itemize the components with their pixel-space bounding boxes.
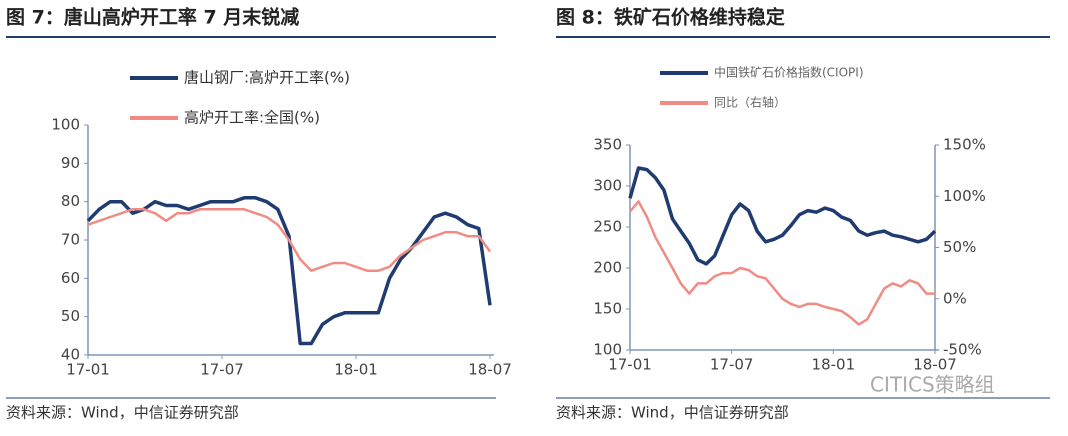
y-tick-label: 250	[593, 218, 622, 236]
source-note: 资料来源：Wind，中信证券研究部	[6, 404, 239, 422]
watermark: CITICS策略组	[870, 373, 995, 397]
series-line	[87, 208, 492, 272]
legend-label: 高炉开工率:全国(%)	[184, 109, 320, 127]
x-tick-label: 18-01	[812, 356, 856, 374]
legend-label: 同比（右轴）	[714, 95, 786, 110]
legend-label: 中国铁矿石价格指数(CIOPI)	[714, 65, 864, 80]
y-tick-label: 100	[593, 341, 622, 359]
series-line	[629, 200, 935, 326]
y-tick-label: 50	[61, 307, 80, 325]
y-tick-label: 150	[593, 300, 622, 318]
y-tick-label: 200	[593, 259, 622, 277]
x-tick-label: 18-07	[468, 361, 512, 379]
y2-tick-label: 150%	[943, 136, 986, 154]
y-tick-label: 90	[61, 154, 80, 172]
y2-tick-label: 50%	[943, 238, 976, 256]
y2-tick-label: -50%	[943, 341, 982, 359]
y-tick-label: 100	[51, 116, 80, 134]
y2-tick-label: 100%	[943, 187, 986, 205]
chart-title: 图 7：唐山高炉开工率 7 月末锐减	[6, 6, 299, 29]
series-line	[628, 166, 937, 266]
x-tick-label: 17-07	[200, 361, 244, 379]
y-tick-label: 300	[593, 177, 622, 195]
y-tick-label: 350	[593, 136, 622, 154]
y-tick-label: 70	[61, 231, 80, 249]
x-tick-label: 18-01	[334, 361, 378, 379]
series-line	[86, 196, 492, 346]
y-tick-label: 40	[61, 346, 80, 364]
x-tick-label: 17-01	[608, 356, 652, 374]
x-tick-label: 17-07	[710, 356, 754, 374]
y2-tick-label: 0%	[943, 289, 967, 307]
x-tick-label: 18-07	[913, 356, 957, 374]
x-tick-label: 17-01	[66, 361, 110, 379]
chart-title: 图 8：铁矿石价格维持稳定	[556, 6, 785, 29]
y-tick-label: 80	[61, 192, 80, 210]
y-tick-label: 60	[61, 269, 80, 287]
legend-label: 唐山钢厂:高炉开工率(%)	[184, 69, 350, 87]
source-note: 资料来源：Wind，中信证券研究部	[556, 404, 789, 422]
